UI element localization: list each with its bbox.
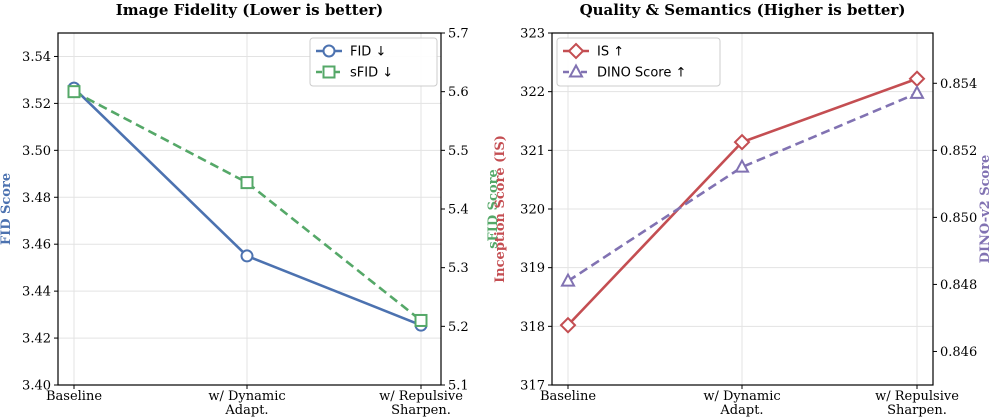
left-tick-label: 323: [520, 27, 545, 42]
x-tick-label: Baseline: [540, 389, 596, 404]
legend-swatch-marker: [568, 63, 584, 78]
left-axis-label: Inception Score (IS): [493, 135, 508, 283]
right-tick-label: 0.848: [940, 278, 977, 293]
data-point-marker: [733, 133, 751, 151]
right-tick-label: 5.3: [448, 261, 469, 276]
data-point-marker: [67, 85, 81, 99]
data-point-marker: [560, 272, 576, 287]
right-tick-label: 5.5: [448, 144, 469, 159]
x-tick-label: Baseline: [46, 389, 102, 404]
chart-title: Image Fidelity (Lower is better): [116, 1, 384, 19]
right-tick-label: 5.1: [448, 379, 469, 394]
left-tick-label: 3.42: [22, 332, 51, 347]
legend-swatch-marker: [322, 44, 336, 58]
chart-legend: IS ↑ DINO Score ↑: [556, 37, 721, 87]
right-tick-label: 0.850: [940, 211, 977, 226]
right-tick-label: 5.7: [448, 27, 469, 42]
chart-panel-2: Quality & Semantics (Higher is better) 31…: [493, 1, 993, 418]
legend-swatch-marker: [322, 65, 336, 79]
right-axis-label: sFID Score: [486, 169, 501, 249]
left-tick-label: 3.48: [22, 191, 51, 206]
legend-label: FID ↓: [350, 45, 386, 60]
chart-panel-1: Image Fidelity (Lower is better) 3.40 3.42…: [0, 1, 501, 418]
legend-box: [556, 37, 721, 87]
x-tick-label: w/ Dynamic Adapt.: [208, 389, 285, 418]
left-tick-label: 317: [520, 379, 545, 394]
data-point-marker: [909, 84, 925, 99]
data-point-marker: [559, 316, 577, 334]
right-tick-label: 0.846: [940, 345, 977, 360]
x-tick-label: w/ Repulsive Sharpen.: [875, 389, 959, 418]
data-point-marker: [240, 176, 254, 190]
left-tick-label: 322: [520, 85, 545, 100]
left-axis-label: FID Score: [0, 173, 14, 245]
right-tick-label: 5.2: [448, 320, 469, 335]
left-tick-label: 321: [520, 144, 545, 159]
legend-swatch-marker: [567, 42, 585, 60]
left-tick-label: 319: [520, 261, 545, 276]
left-tick-label: 3.50: [22, 144, 51, 159]
left-tick-label: 318: [520, 320, 545, 335]
left-tick-label: 320: [520, 203, 545, 218]
chart-legend: FID ↓ sFID ↓: [309, 37, 438, 87]
left-tick-label: 3.44: [22, 285, 51, 300]
data-point-marker: [734, 158, 750, 173]
left-tick-label: 3.52: [22, 97, 51, 112]
chart-title: Quality & Semantics (Higher is better): [580, 1, 906, 19]
right-tick-label: 0.854: [940, 77, 977, 92]
right-axis-label: DINO-v2 Score: [978, 155, 993, 264]
left-tick-label: 3.54: [22, 50, 51, 65]
data-point-marker: [908, 70, 926, 88]
legend-label: DINO Score ↑: [597, 66, 686, 81]
x-tick-label: w/ Repulsive Sharpen.: [379, 389, 463, 418]
data-point-marker: [414, 313, 428, 327]
left-tick-label: 3.46: [22, 238, 51, 253]
x-tick-label: w/ Dynamic Adapt.: [703, 389, 780, 418]
series-line-2: [73, 90, 422, 322]
left-tick-label: 3.40: [22, 379, 51, 394]
legend-label: sFID ↓: [350, 66, 393, 81]
right-tick-label: 5.6: [448, 85, 469, 100]
data-point-marker: [240, 249, 254, 263]
right-tick-label: 0.852: [940, 144, 977, 159]
right-tick-label: 5.4: [448, 203, 469, 218]
legend-label: IS ↑: [597, 45, 624, 60]
